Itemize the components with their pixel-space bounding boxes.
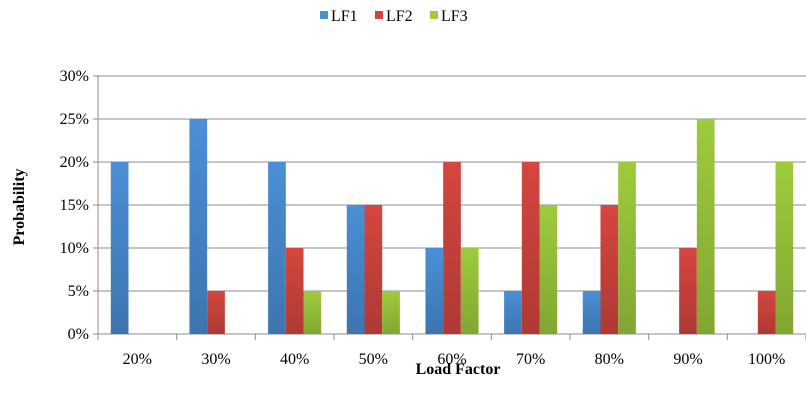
x-tick-label: 90% bbox=[673, 351, 702, 368]
bar-lf3-90pct bbox=[696, 119, 715, 334]
bar-lf2-50pct bbox=[364, 205, 383, 334]
bar-lf2-90pct bbox=[679, 248, 697, 334]
x-tick-label: 80% bbox=[595, 351, 624, 368]
x-tick-label: 50% bbox=[359, 351, 388, 368]
legend-label-lf3: LF3 bbox=[441, 8, 468, 25]
bar-lf3-100pct bbox=[775, 162, 794, 334]
bars bbox=[110, 119, 794, 334]
bar-lf2-30pct bbox=[207, 291, 225, 334]
bar-lf2-100pct bbox=[757, 291, 776, 334]
x-tick-label: 60% bbox=[437, 351, 466, 368]
bar-lf1-40pct bbox=[268, 162, 286, 334]
y-tick-label: 20% bbox=[60, 154, 89, 171]
x-tick-label: 30% bbox=[201, 351, 230, 368]
y-tick-label: 10% bbox=[60, 240, 89, 257]
y-axis: 0% 5% 10% 15% 20% 25% 30% bbox=[60, 68, 99, 343]
x-axis-title: Load Factor bbox=[416, 361, 501, 378]
x-tick-label: 100% bbox=[748, 351, 785, 368]
legend-swatch-lf3 bbox=[430, 11, 438, 19]
legend-swatch-lf1 bbox=[320, 11, 328, 19]
x-axis: 20% 30% 40% 50% 60% 70% 80% 90% 100% bbox=[97, 333, 806, 368]
x-tick-label: 20% bbox=[123, 351, 152, 368]
bar-lf1-50pct bbox=[346, 205, 365, 334]
y-axis-title: Probability bbox=[11, 168, 28, 245]
x-tick-label: 70% bbox=[516, 351, 545, 368]
bar-lf1-60pct bbox=[425, 248, 444, 334]
bar-lf3-70pct bbox=[539, 205, 558, 334]
legend-swatch-lf2 bbox=[375, 11, 383, 19]
y-tick-label: 5% bbox=[68, 283, 89, 300]
y-tick-label: 0% bbox=[68, 326, 89, 343]
bar-lf2-80pct bbox=[600, 205, 619, 334]
bar-lf1-30pct bbox=[189, 119, 208, 334]
bar-lf2-40pct bbox=[285, 248, 304, 334]
y-tick-label: 15% bbox=[60, 197, 89, 214]
bar-lf3-60pct bbox=[460, 248, 479, 334]
y-tick-label: 30% bbox=[60, 68, 89, 85]
bar-lf2-70pct bbox=[521, 162, 540, 334]
y-tick-label: 25% bbox=[60, 111, 89, 128]
bar-lf2-60pct bbox=[443, 162, 461, 334]
bar-lf1-70pct bbox=[504, 291, 522, 334]
bar-lf3-50pct bbox=[382, 291, 400, 334]
bar-lf1-20pct bbox=[110, 162, 129, 334]
bar-lf3-40pct bbox=[303, 291, 322, 334]
bar-lf3-80pct bbox=[618, 162, 636, 334]
legend-label-lf1: LF1 bbox=[331, 8, 358, 25]
legend-label-lf2: LF2 bbox=[386, 8, 413, 25]
legend: LF1 LF2 LF3 bbox=[320, 8, 468, 25]
bar-lf1-80pct bbox=[582, 291, 601, 334]
x-tick-label: 40% bbox=[280, 351, 309, 368]
